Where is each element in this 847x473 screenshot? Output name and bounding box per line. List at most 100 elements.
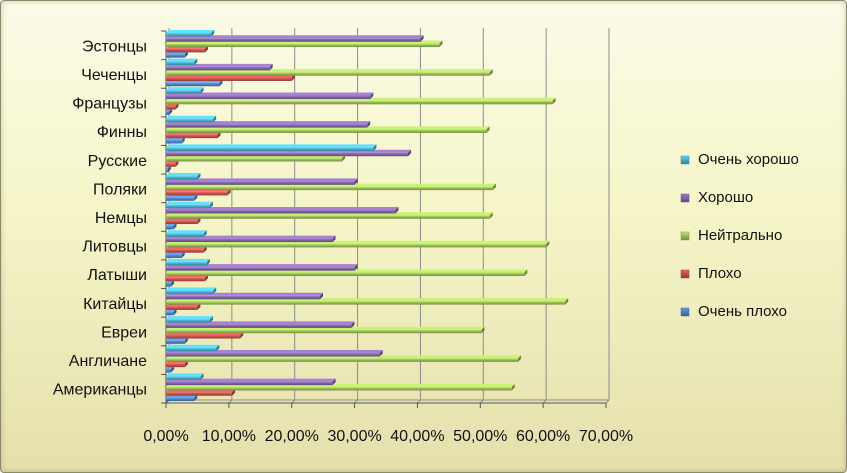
bar	[166, 311, 174, 316]
bar	[166, 329, 482, 334]
bar-top	[166, 316, 213, 320]
bar-end	[211, 29, 215, 37]
bar-end	[565, 298, 569, 305]
bar	[166, 118, 214, 123]
bar	[166, 335, 241, 339]
bar-end	[332, 378, 336, 386]
bar-end	[408, 149, 411, 157]
x-tick-label: 10,00%	[202, 428, 256, 445]
bar-end	[420, 35, 424, 42]
x-tick-label: 0,00%	[143, 428, 188, 445]
bar-top	[166, 264, 358, 268]
bar	[166, 43, 440, 48]
bar-top	[166, 173, 201, 177]
bar	[166, 397, 195, 402]
bar-top	[166, 29, 215, 33]
legend-swatch	[680, 269, 690, 279]
bar-top	[166, 378, 336, 382]
bar	[166, 306, 198, 310]
bar	[166, 381, 333, 386]
bar	[166, 90, 201, 94]
legend-label: Очень плохо	[698, 303, 787, 320]
bar-end	[518, 355, 521, 362]
bar-end	[373, 144, 377, 151]
bar	[166, 290, 214, 294]
bar-end	[546, 240, 550, 248]
bar-end	[367, 121, 371, 128]
bar	[166, 277, 205, 282]
category-label: Латыши	[87, 267, 147, 284]
bar	[166, 61, 195, 66]
bar	[166, 225, 174, 230]
bar	[166, 204, 210, 209]
bar-top	[166, 178, 358, 182]
bar	[166, 72, 490, 76]
bar-end	[486, 126, 490, 133]
bar	[166, 319, 210, 323]
category-label: Эстонцы	[82, 38, 147, 55]
x-tick-label: 40,00%	[390, 428, 444, 445]
bar	[166, 283, 172, 287]
x-tick-label: 50,00%	[453, 428, 507, 445]
category-label: Чеченцы	[81, 67, 147, 84]
bar	[166, 77, 292, 81]
bar-end	[175, 160, 179, 167]
bar	[166, 386, 512, 391]
bar-end	[354, 264, 358, 271]
x-tick-label: 30,00%	[327, 428, 381, 445]
bar-end	[197, 217, 201, 225]
bar	[166, 48, 205, 53]
bar	[166, 347, 217, 352]
bar-top	[166, 258, 210, 262]
bar	[166, 340, 185, 344]
bar-end	[171, 365, 175, 373]
bar-end	[173, 308, 177, 316]
bar-end	[524, 269, 528, 276]
bar-end	[194, 58, 198, 66]
bar	[166, 301, 566, 305]
bar-end	[181, 137, 185, 144]
bar-end	[194, 194, 198, 201]
bar-end	[171, 280, 175, 287]
bar-end	[354, 178, 358, 185]
bar	[166, 353, 380, 357]
bar	[166, 163, 176, 167]
bar-end	[227, 188, 231, 196]
bar	[166, 197, 195, 201]
bar	[166, 295, 320, 300]
category-label: Американцы	[53, 382, 147, 399]
bar-end	[217, 131, 221, 139]
bar-end	[216, 344, 220, 352]
bar	[166, 111, 170, 115]
category-label: Поляки	[93, 181, 147, 198]
bar-top	[166, 144, 377, 148]
bar-end	[291, 74, 295, 81]
bar	[166, 272, 525, 276]
bar-top	[166, 321, 355, 325]
category-label: Немцы	[95, 210, 147, 227]
bar-end	[213, 287, 217, 294]
bar-top	[166, 350, 383, 354]
bar	[166, 82, 220, 87]
bar	[166, 32, 212, 37]
legend-swatch	[680, 193, 690, 203]
bar-end	[194, 394, 198, 402]
category-label: Евреи	[101, 324, 147, 341]
bar-top	[166, 235, 336, 239]
bar	[166, 191, 228, 196]
legend-swatch	[680, 231, 690, 241]
bar-end	[181, 251, 185, 258]
bar-top	[166, 373, 204, 377]
bar	[166, 181, 355, 185]
bar-end	[481, 326, 485, 334]
category-label: Французы	[72, 96, 147, 113]
bar	[166, 186, 493, 191]
bar-top	[166, 344, 220, 348]
bar-top	[166, 115, 217, 119]
bar	[166, 376, 201, 380]
bar	[166, 100, 553, 105]
bar	[166, 233, 204, 237]
bar	[166, 152, 408, 157]
bar	[166, 140, 182, 144]
bar-end	[492, 183, 496, 191]
